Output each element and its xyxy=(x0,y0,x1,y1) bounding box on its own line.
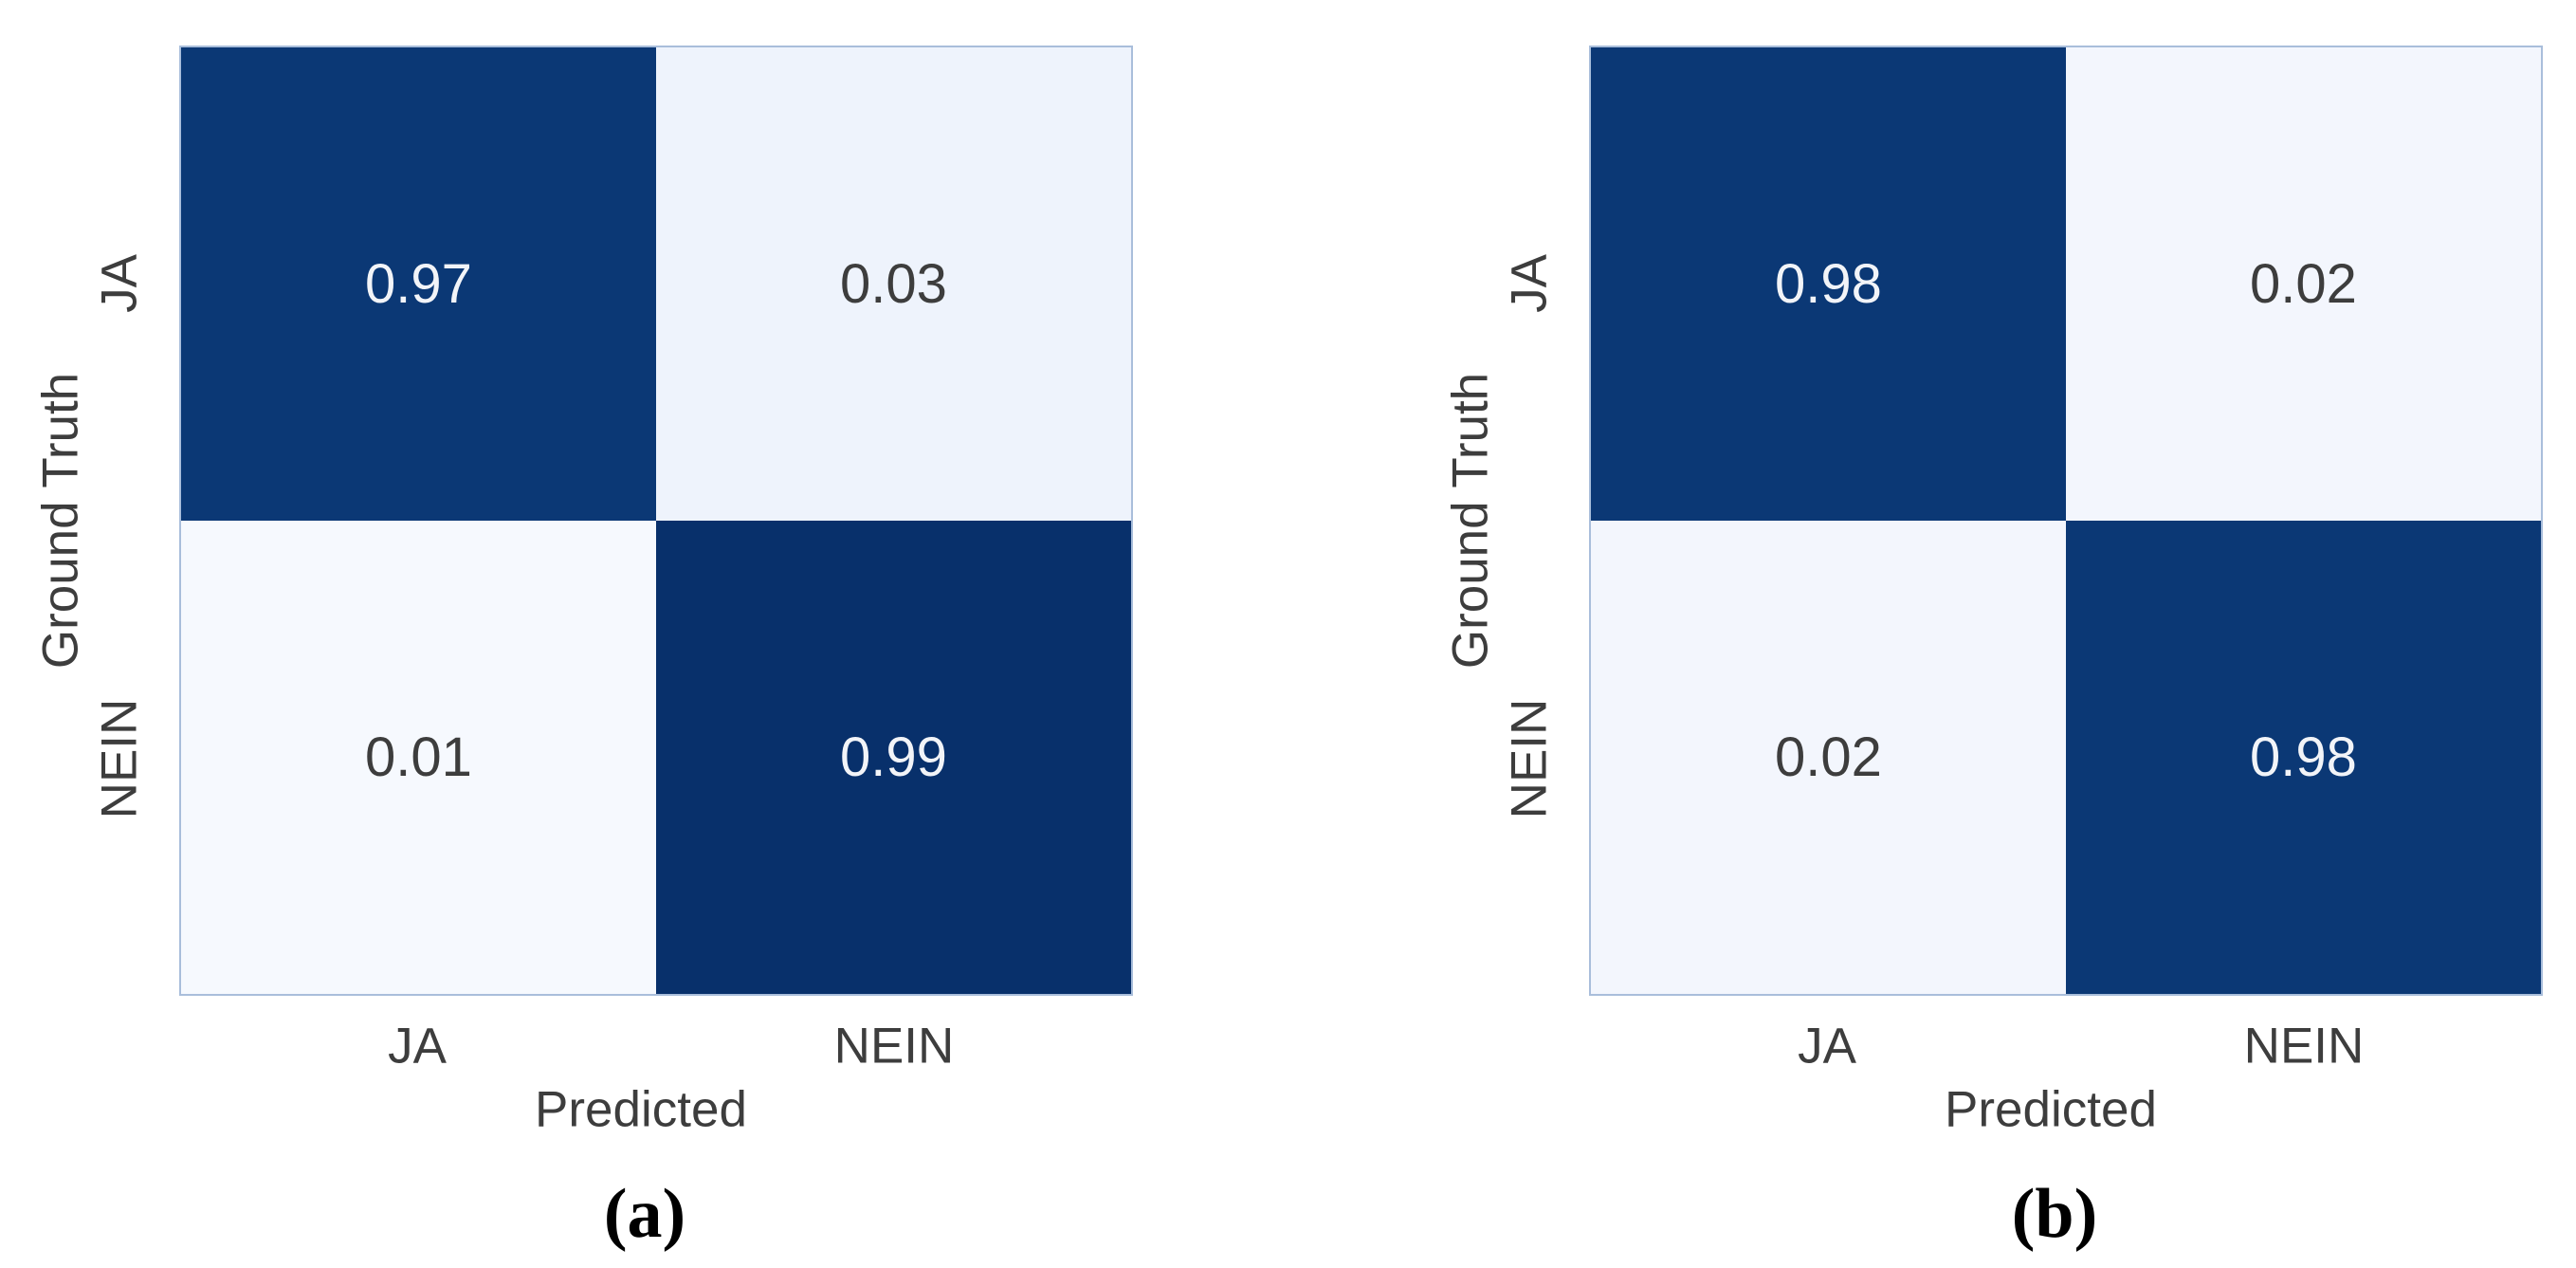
matrix-cell-ja-nein: 0.02 xyxy=(2066,47,2541,521)
matrix-cell-nein-nein: 0.98 xyxy=(2066,521,2541,994)
x-tick-nein: NEIN xyxy=(2243,1018,2365,1075)
x-tick-nein: NEIN xyxy=(833,1018,955,1075)
y-axis-label: Ground Truth xyxy=(1442,372,1499,670)
cell-value: 0.02 xyxy=(1775,726,1882,788)
y-tick-ja: JA xyxy=(91,254,148,313)
cell-value: 0.03 xyxy=(840,252,947,315)
y-tick-ja: JA xyxy=(1501,254,1558,313)
cell-value: 0.02 xyxy=(2250,252,2357,315)
matrix-cell-ja-nein: 0.03 xyxy=(656,47,1131,521)
heatmap-grid: 0.98 0.02 0.02 0.98 xyxy=(1589,46,2543,996)
y-tick-nein: NEIN xyxy=(91,698,148,819)
y-tick-nein: NEIN xyxy=(1501,698,1558,819)
x-axis-label: Predicted xyxy=(1945,1081,2157,1138)
x-tick-ja: JA xyxy=(388,1018,447,1075)
x-tick-ja: JA xyxy=(1798,1018,1856,1075)
y-axis-label: Ground Truth xyxy=(32,372,89,670)
matrix-cell-ja-ja: 0.98 xyxy=(1591,47,2066,521)
x-axis-label: Predicted xyxy=(535,1081,747,1138)
heatmap-grid: 0.97 0.03 0.01 0.99 xyxy=(179,46,1133,996)
cell-value: 0.99 xyxy=(840,726,947,788)
cell-value: 0.97 xyxy=(365,252,472,315)
matrix-cell-nein-nein: 0.99 xyxy=(656,521,1131,994)
cell-value: 0.98 xyxy=(1775,252,1882,315)
confusion-matrix-panel-b: Ground Truth JA NEIN 0.98 0.02 0.02 0.98… xyxy=(1410,0,2576,1268)
confusion-matrix-panel-a: Ground Truth JA NEIN 0.97 0.03 0.01 0.99… xyxy=(32,46,1133,1253)
matrix-cell-nein-ja: 0.01 xyxy=(181,521,656,994)
cell-value: 0.01 xyxy=(365,726,472,788)
subfigure-caption-b: (b) xyxy=(2011,1175,2098,1253)
cell-value: 0.98 xyxy=(2250,726,2357,788)
subfigure-caption-a: (a) xyxy=(603,1175,686,1253)
matrix-cell-nein-ja: 0.02 xyxy=(1591,521,2066,994)
matrix-cell-ja-ja: 0.97 xyxy=(181,47,656,521)
